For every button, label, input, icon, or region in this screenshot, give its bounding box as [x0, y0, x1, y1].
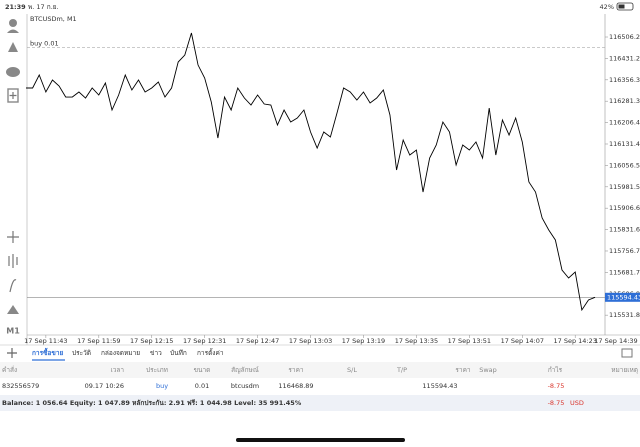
battery-level [618, 4, 625, 9]
x-tick-label: 17 Sep 12:31 [183, 337, 226, 345]
add-doc-plus[interactable] [9, 92, 17, 99]
column-header: S/L [347, 366, 357, 374]
chat-icon[interactable] [6, 67, 20, 77]
x-tick-label: 17 Sep 14:23 [554, 337, 597, 345]
x-tick-label: 17 Sep 14:39 [594, 337, 637, 345]
column-header: ประเภท [146, 366, 168, 374]
column-header: ขนาด [194, 366, 211, 374]
add-button[interactable] [7, 348, 17, 358]
table-header: คำสั่ง เวลา ประเภท ขนาด สัญลักษณ์ ราคา S/L T/P ร… [2, 365, 638, 374]
status-battery: 42% [600, 3, 614, 11]
balance-text: Balance: 1 056.64 Equity: 1 047.89 หลักป… [2, 399, 302, 407]
cell-volume: 0.01 [195, 382, 209, 390]
y-tick-label: 116206.40 [609, 119, 640, 127]
y-tick-label: 116356.30 [609, 76, 640, 84]
plot: 116506.20 116431.25 116356.30 116281.35 1162… [24, 32, 640, 345]
column-header: T/P [396, 366, 407, 374]
column-header: ราคา [288, 366, 303, 374]
y-tick-label: 115756.70 [609, 247, 640, 255]
x-tick-label: 17 Sep 13:51 [448, 337, 491, 345]
cell-type: buy [156, 382, 168, 390]
y-tick-label: 115906.60 [609, 204, 640, 212]
home-indicator [236, 438, 405, 442]
cell-open-price: 116468.89 [278, 382, 313, 390]
table-header-bg [0, 362, 640, 378]
buy-line-label: buy 0.01 [30, 40, 59, 48]
tab[interactable]: การซื้อขาย [32, 347, 63, 357]
crosshair-icon[interactable] [7, 231, 19, 243]
cell-symbol: btcusdm [231, 382, 259, 390]
balance-bg [0, 395, 640, 411]
x-tick-label: 17 Sep 14:07 [501, 337, 544, 345]
account-icon[interactable] [9, 19, 17, 27]
cell-order: 832556579 [2, 382, 39, 390]
cell-time: 09.17 10:26 [85, 382, 124, 390]
cell-profit: -8.75 [548, 382, 565, 390]
tab[interactable]: บันทึก [170, 349, 187, 357]
y-tick-label: 115681.75 [609, 268, 640, 276]
y-tick-label: 116056.50 [609, 161, 640, 169]
column-header: หมายเหตุ [611, 366, 638, 374]
tabs[interactable]: การซื้อขาย ประวัติ กล่องจดหมาย ข่าว บันทึก กา… [32, 347, 224, 361]
y-tick-label: 116431.25 [609, 54, 640, 62]
y-tick-label: 115531.85 [609, 311, 640, 319]
y-tick-label: 115981.55 [609, 183, 640, 191]
tab[interactable]: ประวัติ [72, 349, 91, 357]
column-header: สัญลักษณ์ [231, 366, 259, 374]
add-doc-icon[interactable] [7, 88, 19, 103]
current-price-label: 115594.43 [607, 293, 640, 301]
status-date: พ. 17 ก.ย. [28, 3, 59, 11]
balance-currency: USD [570, 399, 584, 407]
x-tick-label: 17 Sep 11:43 [24, 337, 67, 345]
tab[interactable]: ข่าว [150, 349, 162, 357]
column-header: ราคา [455, 366, 470, 374]
candles-icon[interactable] [8, 254, 18, 268]
trade-icon[interactable] [8, 42, 18, 52]
price-line [26, 32, 596, 312]
current-price-box [605, 292, 640, 302]
x-tick-label: 17 Sep 12:47 [236, 337, 279, 345]
cell-price: 115594.43 [422, 382, 457, 390]
chart-title: BTCUSDm, M1 [30, 15, 77, 23]
x-tick-label: 17 Sep 13:03 [289, 337, 332, 345]
table-row[interactable]: 832556579 09.17 10:26 buy 0.01 btcusdm 1… [2, 382, 564, 390]
toolbar-icons[interactable]: M1 [6, 19, 20, 336]
function-icon[interactable] [9, 279, 17, 293]
x-tick-label: 17 Sep 13:35 [395, 337, 438, 345]
objects-icon[interactable] [7, 305, 19, 314]
account-icon-body[interactable] [7, 29, 19, 34]
timeframe-label[interactable]: M1 [6, 327, 20, 336]
y-tick-label: 115831.65 [609, 226, 640, 234]
balance-profit: -8.75 [548, 399, 565, 407]
column-header: คำสั่ง [2, 365, 17, 374]
x-tick-label: 17 Sep 12:15 [130, 337, 173, 345]
tab[interactable]: การตั้งค่า [197, 348, 224, 357]
tab[interactable]: กล่องจดหมาย [101, 349, 140, 357]
column-header: เวลา [110, 366, 124, 374]
y-tick-label: 116131.45 [609, 140, 640, 148]
x-tick-label: 17 Sep 11:59 [77, 337, 120, 345]
layout-icon[interactable] [621, 348, 633, 358]
column-header: Swap [479, 366, 497, 374]
column-header: กำไร [548, 366, 563, 374]
status-time: 21:39 [5, 3, 26, 11]
y-tick-label: 116506.20 [609, 33, 640, 41]
battery-icon [616, 2, 634, 11]
x-tick-label: 17 Sep 13:19 [342, 337, 385, 345]
y-tick-label: 116281.35 [609, 97, 640, 105]
